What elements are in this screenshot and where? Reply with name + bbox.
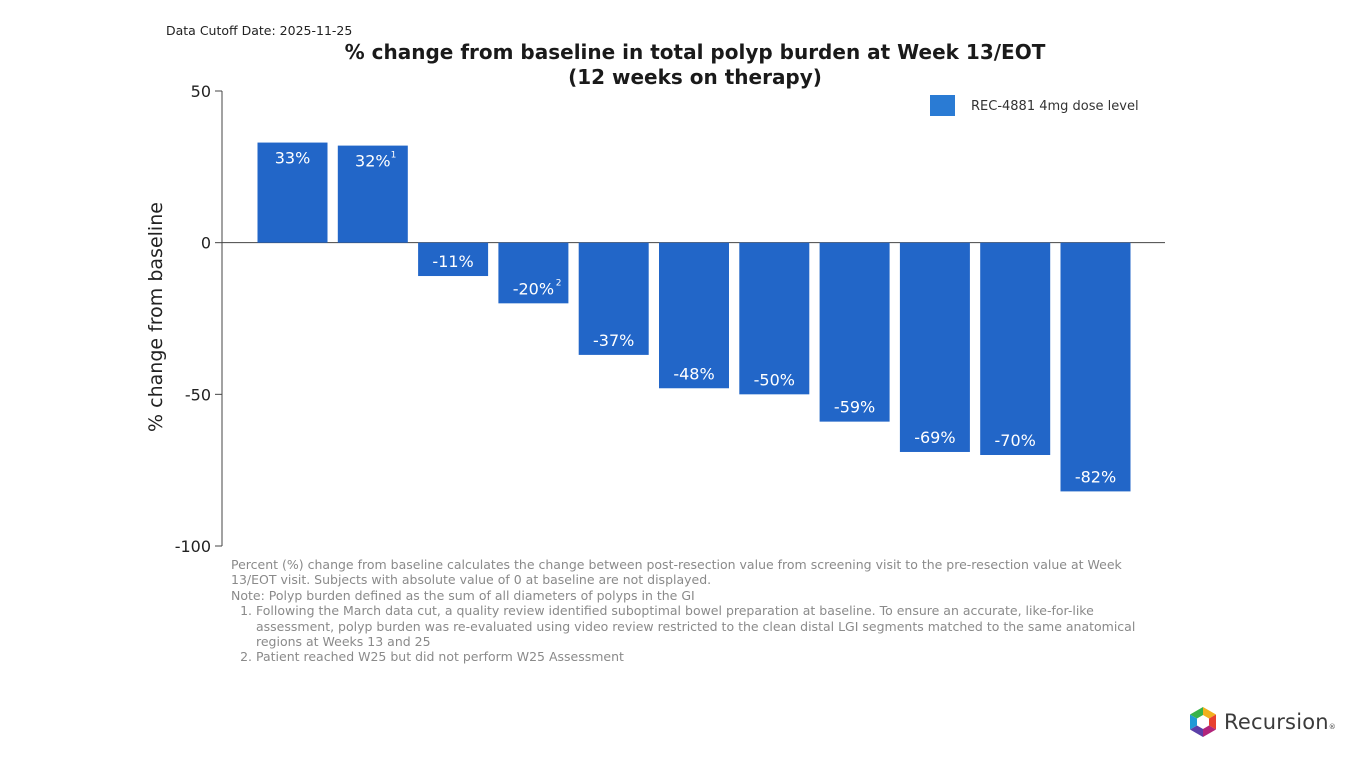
recursion-hexagon-icon xyxy=(1190,707,1216,737)
logo-registered-mark: ® xyxy=(1328,723,1336,731)
y-axis-label: % change from baseline xyxy=(145,202,167,432)
footnote-list: Following the March data cut, a quality … xyxy=(231,603,1161,665)
bar-value-label: -69% xyxy=(914,428,955,447)
chart-title-line2: (12 weeks on therapy) xyxy=(568,65,822,89)
footnote-item: Patient reached W25 but did not perform … xyxy=(256,649,1161,664)
bar xyxy=(257,142,328,243)
logo-name: Recursion xyxy=(1224,710,1329,734)
bar-value-label: -59% xyxy=(834,398,875,417)
bar xyxy=(659,242,729,389)
legend-swatch xyxy=(930,95,955,116)
bar xyxy=(578,242,649,355)
legend-label: REC-4881 4mg dose level xyxy=(971,99,1139,114)
footnote-note: Note: Polyp burden defined as the sum of… xyxy=(231,587,695,603)
bar xyxy=(739,242,810,395)
bar xyxy=(980,242,1051,455)
bar-value-label: -11% xyxy=(432,252,473,271)
bar xyxy=(418,242,489,277)
bar-value-label: -82% xyxy=(1075,467,1116,486)
legend: REC-4881 4mg dose level xyxy=(930,95,1139,116)
bar-value-label: 33% xyxy=(275,149,311,168)
chart-title-line1: % change from baseline in total polyp bu… xyxy=(344,40,1046,64)
y-tick-label: -100 xyxy=(175,537,211,556)
bar xyxy=(819,242,890,422)
bar-value-label: 32% xyxy=(355,152,391,171)
bar-value-label: -37% xyxy=(593,331,634,350)
bar xyxy=(1060,242,1131,492)
y-tick-label: -50 xyxy=(185,385,211,404)
y-tick-label: 50 xyxy=(191,82,211,101)
waterfall-chart: 50 0 -50 -100 33% 32% 1 -11% -20% 2 -37% -48% -50% -… xyxy=(145,82,1165,556)
bar-value-label: -70% xyxy=(995,431,1036,450)
bar-value-label: -50% xyxy=(754,370,795,389)
footnote-method: Percent (%) change from baseline calcula… xyxy=(231,557,1122,588)
bar xyxy=(498,242,569,304)
bar xyxy=(337,145,408,243)
bar xyxy=(899,242,970,452)
logo-wordmark: Recursion® xyxy=(1224,710,1336,734)
footnotes: Percent (%) change from baseline calcula… xyxy=(231,557,1161,665)
chart-title: % change from baseline in total polyp bu… xyxy=(150,40,1240,90)
bar-footnote-marker: 1 xyxy=(391,151,397,161)
bar-footnote-marker: 2 xyxy=(556,278,562,288)
bars: 33% 32% 1 -11% -20% 2 -37% -48% -50% -59% -69% -70%… xyxy=(257,142,1131,492)
bar-value-label: -20% xyxy=(513,279,554,298)
y-tick-label: 0 xyxy=(201,234,211,253)
data-cutoff-date: Data Cutoff Date: 2025-11-25 xyxy=(166,23,353,38)
bar-value-label: -48% xyxy=(673,364,714,383)
recursion-logo: Recursion® xyxy=(1188,706,1336,738)
footnote-item: Following the March data cut, a quality … xyxy=(256,603,1161,649)
